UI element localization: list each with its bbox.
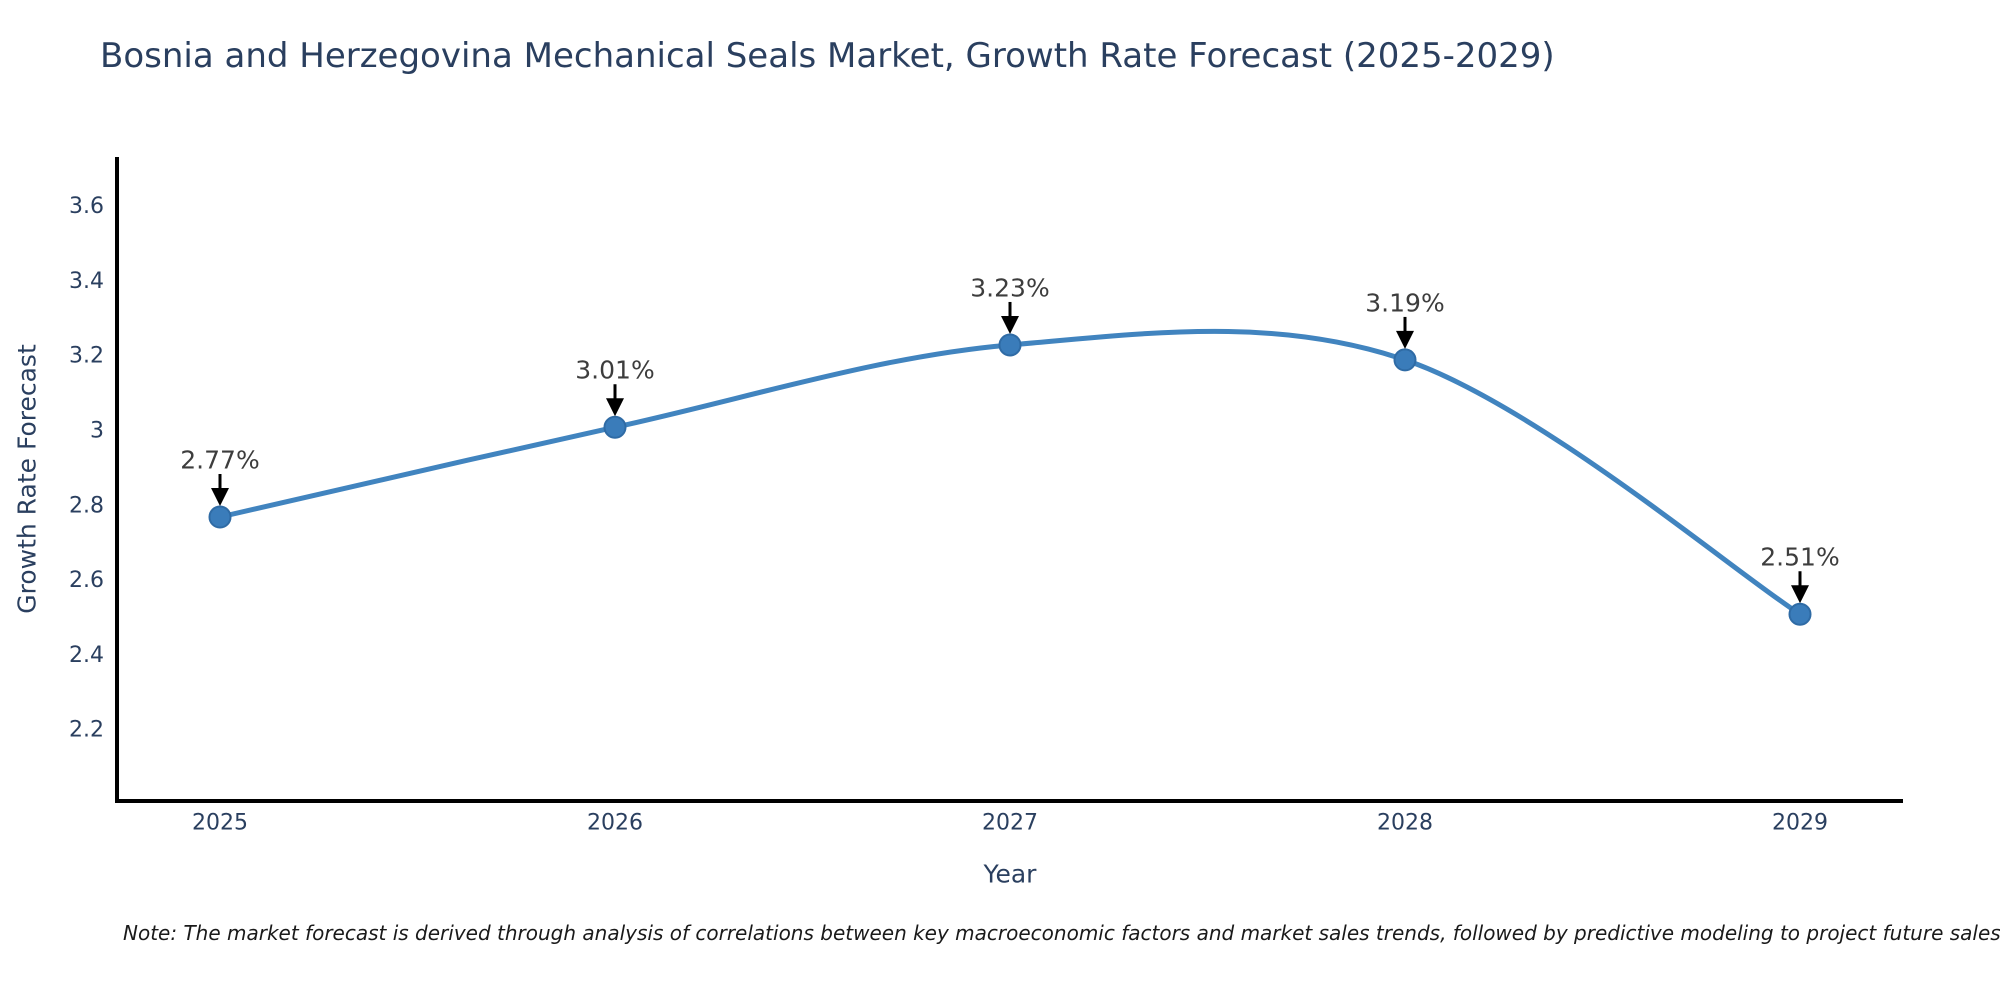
y-tick-label: 2.6 <box>69 568 104 593</box>
y-tick-label: 2.2 <box>69 718 104 743</box>
data-point-marker <box>1788 602 1812 626</box>
chart-title: Bosnia and Herzegovina Mechanical Seals … <box>100 36 1555 76</box>
y-tick-label: 2.8 <box>69 493 104 518</box>
annotation-arrow-head <box>1791 585 1809 604</box>
data-point-marker <box>603 415 627 439</box>
annotation-arrow-head <box>1001 315 1019 334</box>
y-tick-label: 3 <box>90 418 104 443</box>
x-tick-label: 2028 <box>1377 811 1433 836</box>
y-tick-label: 3.6 <box>69 194 104 219</box>
x-tick-label: 2029 <box>1772 811 1828 836</box>
point-annotation-label: 2.51% <box>1760 543 1839 572</box>
annotation-arrow-head <box>211 488 229 506</box>
x-tick-label: 2025 <box>192 811 248 836</box>
y-tick-label: 2.4 <box>69 643 104 668</box>
point-annotation-label: 2.77% <box>180 446 259 475</box>
y-tick-label: 3.2 <box>69 344 104 369</box>
data-point-marker <box>208 505 232 529</box>
point-annotation-label: 3.23% <box>970 273 1049 302</box>
x-tick-label: 2026 <box>587 811 643 836</box>
y-tick-label: 3.4 <box>69 269 104 294</box>
x-tick-label: 2027 <box>982 811 1038 836</box>
footnote: Note: The market forecast is derived thr… <box>123 921 2000 945</box>
point-annotation-label: 3.19% <box>1365 288 1444 317</box>
point-annotation-label: 3.01% <box>575 356 654 385</box>
data-point-marker <box>1393 348 1417 372</box>
series-line <box>217 328 1803 617</box>
annotation-arrow-head <box>606 398 624 417</box>
data-point-marker <box>998 333 1022 357</box>
annotation-arrow-head <box>1396 330 1414 349</box>
x-axis-title: Year <box>983 859 1037 889</box>
